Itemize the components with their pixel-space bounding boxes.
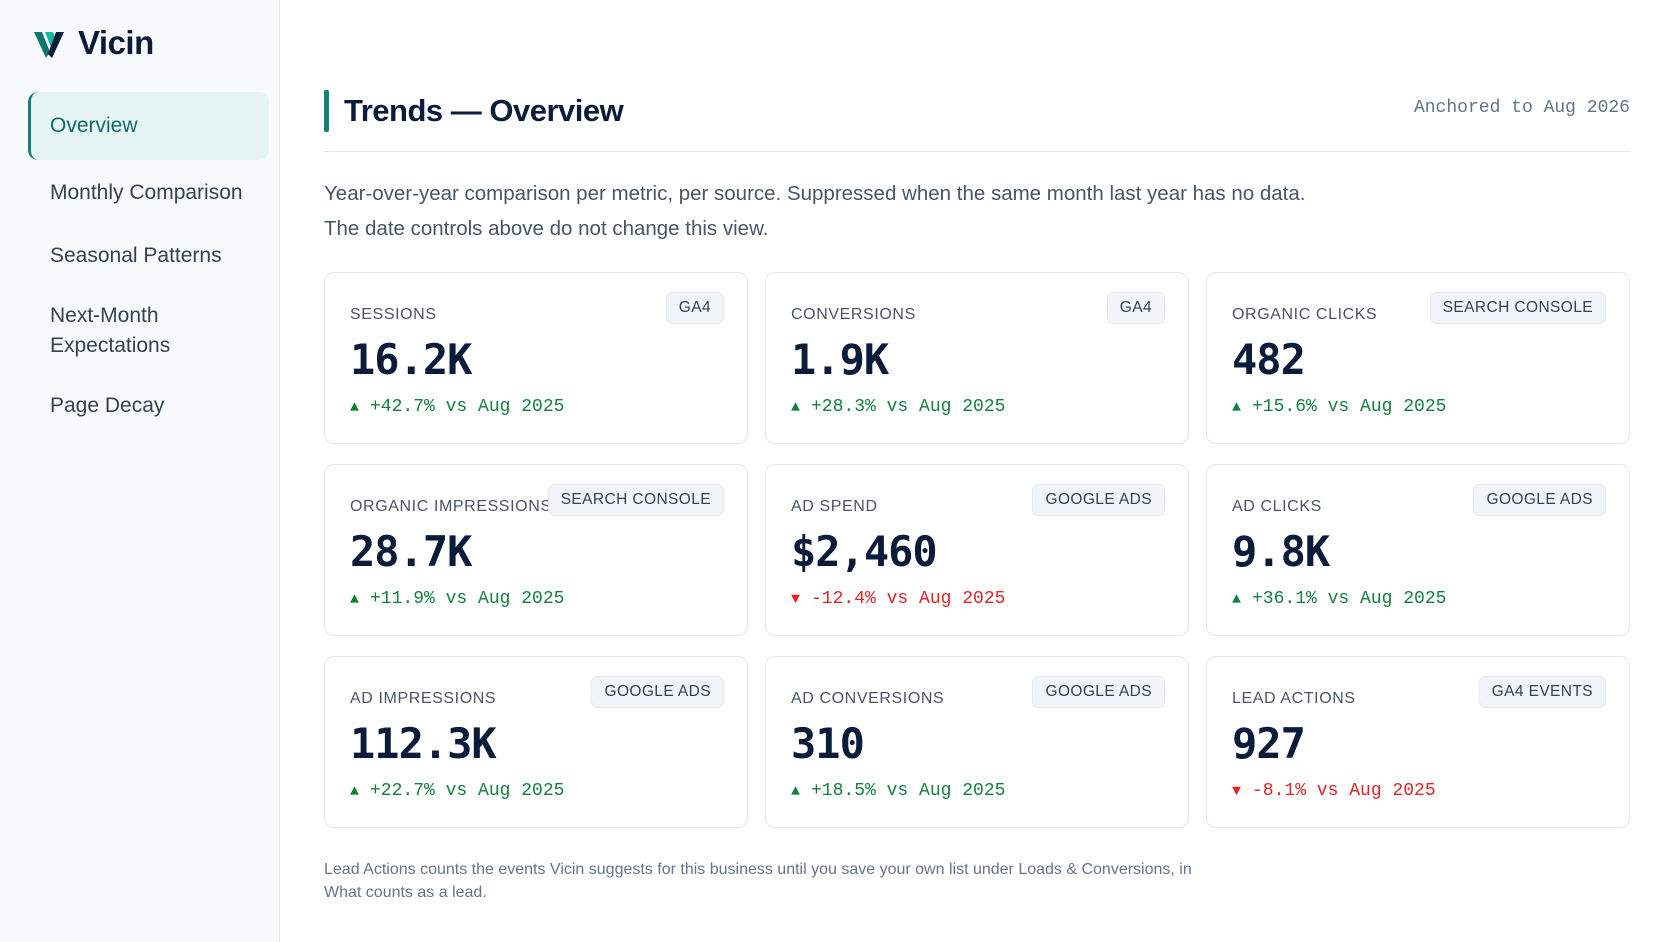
metric-value: 112.3K: [350, 719, 497, 768]
metric-delta: ▲ +42.7% vs Aug 2025: [350, 397, 564, 417]
triangle-up-icon: ▲: [350, 783, 360, 800]
metric-label: AD CLICKS: [1232, 498, 1322, 515]
metric-delta: ▲ +36.1% vs Aug 2025: [1232, 589, 1446, 609]
source-badge: GA4: [665, 292, 724, 324]
source-badge: GOOGLE ADS: [1032, 676, 1165, 708]
metric-value: 310: [791, 719, 865, 768]
triangle-down-icon: ▼: [1232, 783, 1242, 800]
footnote-line-1: Lead Actions counts the events Vicin sug…: [324, 861, 1192, 878]
metric-card[interactable]: LEAD ACTIONS GA4 EVENTS 927 ▼ -8.1% vs Au…: [1206, 656, 1630, 828]
sidebar: Vicin Overview Monthly Comparison Season…: [0, 0, 280, 942]
triangle-up-icon: ▲: [350, 399, 360, 416]
source-badge: GA4: [1106, 292, 1165, 324]
page-title: Trends — Overview: [344, 93, 624, 128]
metric-label: AD SPEND: [791, 498, 878, 515]
metric-card[interactable]: AD CLICKS GOOGLE ADS 9.8K ▲ +36.1% vs Aug…: [1206, 464, 1630, 636]
sidebar-item-page-decay[interactable]: Page Decay: [50, 394, 165, 417]
delta-text: +15.6% vs Aug 2025: [1252, 397, 1447, 417]
metric-card[interactable]: SESSIONS GA4 16.2K ▲ +42.7% vs Aug 2025: [324, 272, 748, 444]
sidebar-item-next-month-expectations[interactable]: Next-Month Expectations: [50, 304, 171, 357]
metric-value: 28.7K: [350, 527, 472, 576]
sidebar-item-overview[interactable]: Overview: [28, 92, 269, 160]
metric-value: 1.9K: [791, 335, 889, 384]
delta-text: +22.7% vs Aug 2025: [370, 781, 565, 801]
metric-label: LEAD ACTIONS: [1232, 690, 1356, 707]
app-name: Vicin: [78, 24, 154, 61]
delta-text: -12.4% vs Aug 2025: [811, 589, 1006, 609]
metric-value: 9.8K: [1232, 527, 1330, 576]
delta-text: +42.7% vs Aug 2025: [370, 397, 565, 417]
triangle-down-icon: ▼: [791, 591, 801, 608]
title-accent-bar: [324, 90, 329, 132]
source-badge: GOOGLE ADS: [1473, 484, 1606, 516]
metric-value: 482: [1232, 335, 1306, 384]
source-badge: GOOGLE ADS: [1032, 484, 1165, 516]
delta-text: +11.9% vs Aug 2025: [370, 589, 565, 609]
metric-card[interactable]: ORGANIC CLICKS SEARCH CONSOLE 482 ▲ +15.6…: [1206, 272, 1630, 444]
triangle-up-icon: ▲: [1232, 399, 1242, 416]
metric-value: 927: [1232, 719, 1306, 768]
metric-card[interactable]: AD SPEND GOOGLE ADS $2,460 ▼ -12.4% vs Au…: [765, 464, 1189, 636]
metric-label: CONVERSIONS: [791, 306, 916, 323]
metric-label: SESSIONS: [350, 306, 437, 323]
delta-text: +18.5% vs Aug 2025: [811, 781, 1006, 801]
sidebar-nav: Overview Monthly Comparison Seasonal Pat…: [28, 92, 269, 421]
metric-delta: ▲ +28.3% vs Aug 2025: [791, 397, 1005, 417]
page-header: Trends — Overview Anchored to Aug 2026: [324, 90, 1630, 152]
metric-delta: ▼ -8.1% vs Aug 2025: [1232, 781, 1436, 801]
triangle-up-icon: ▲: [791, 783, 801, 800]
description-line-2: The date controls above do not change th…: [324, 217, 769, 240]
metric-value: 16.2K: [350, 335, 472, 384]
sidebar-item-monthly-comparison[interactable]: Monthly Comparison: [50, 181, 243, 204]
metric-delta: ▲ +15.6% vs Aug 2025: [1232, 397, 1446, 417]
logo[interactable]: Vicin: [34, 24, 154, 62]
metric-card[interactable]: AD IMPRESSIONS GOOGLE ADS 112.3K ▲ +22.7%…: [324, 656, 748, 828]
triangle-up-icon: ▲: [350, 591, 360, 608]
vicin-logo-icon: [34, 32, 64, 58]
description-line-1: Year-over-year comparison per metric, pe…: [324, 182, 1306, 205]
source-badge: GOOGLE ADS: [591, 676, 724, 708]
metric-label: AD IMPRESSIONS: [350, 690, 497, 707]
metric-delta: ▲ +18.5% vs Aug 2025: [791, 781, 1005, 801]
footnote-line-2: What counts as a lead.: [324, 884, 487, 901]
source-badge: SEARCH CONSOLE: [547, 484, 724, 516]
main-content: Trends — Overview Anchored to Aug 2026 Y…: [324, 0, 1630, 942]
source-badge: SEARCH CONSOLE: [1429, 292, 1606, 324]
metric-delta: ▼ -12.4% vs Aug 2025: [791, 589, 1005, 609]
metric-delta: ▲ +11.9% vs Aug 2025: [350, 589, 564, 609]
sidebar-item-seasonal-patterns[interactable]: Seasonal Patterns: [50, 244, 222, 267]
metric-card[interactable]: AD CONVERSIONS GOOGLE ADS 310 ▲ +18.5% vs…: [765, 656, 1189, 828]
delta-text: -8.1% vs Aug 2025: [1252, 781, 1436, 801]
metric-label: AD CONVERSIONS: [791, 690, 945, 707]
page-description: Year-over-year comparison per metric, pe…: [324, 176, 1630, 246]
metric-card[interactable]: ORGANIC IMPRESSIONS SEARCH CONSOLE 28.7K…: [324, 464, 748, 636]
source-badge: GA4 EVENTS: [1478, 676, 1606, 708]
metric-label: ORGANIC IMPRESSIONS: [350, 498, 552, 515]
delta-text: +36.1% vs Aug 2025: [1252, 589, 1447, 609]
metric-label: ORGANIC CLICKS: [1232, 306, 1378, 323]
anchor-date: Anchored to Aug 2026: [1413, 98, 1630, 118]
metric-card[interactable]: CONVERSIONS GA4 1.9K ▲ +28.3% vs Aug 2025: [765, 272, 1189, 444]
metric-delta: ▲ +22.7% vs Aug 2025: [350, 781, 564, 801]
footnote: Lead Actions counts the events Vicin sug…: [324, 858, 1264, 904]
delta-text: +28.3% vs Aug 2025: [811, 397, 1006, 417]
triangle-up-icon: ▲: [1232, 591, 1242, 608]
metric-value: $2,460: [791, 527, 938, 576]
triangle-up-icon: ▲: [791, 399, 801, 416]
